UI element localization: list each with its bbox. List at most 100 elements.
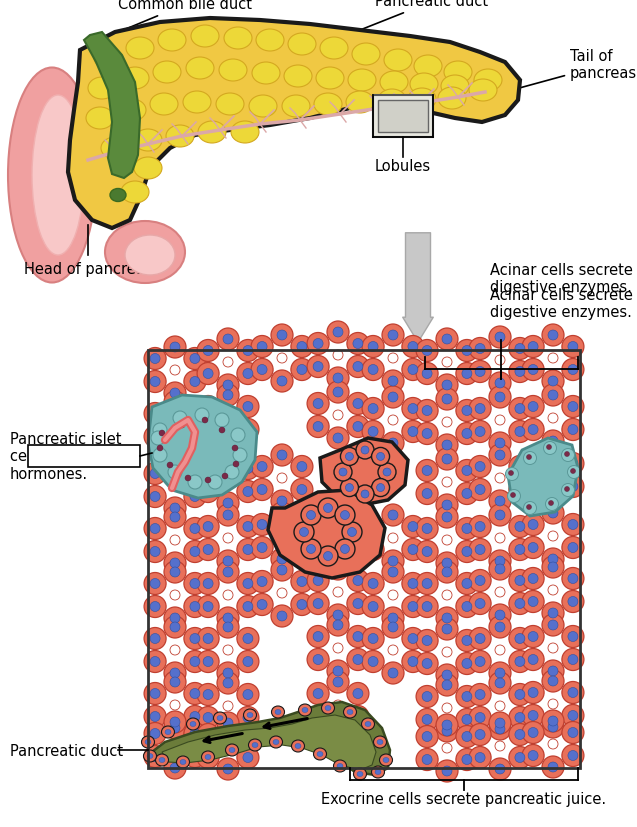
Ellipse shape — [475, 599, 485, 609]
Ellipse shape — [299, 704, 311, 716]
Ellipse shape — [542, 756, 564, 778]
Ellipse shape — [456, 595, 478, 618]
Ellipse shape — [562, 476, 584, 498]
Ellipse shape — [307, 332, 329, 355]
Ellipse shape — [197, 572, 219, 595]
Ellipse shape — [257, 461, 267, 471]
Ellipse shape — [190, 711, 200, 721]
Ellipse shape — [223, 668, 233, 678]
Ellipse shape — [489, 558, 511, 580]
Ellipse shape — [522, 514, 544, 536]
Ellipse shape — [353, 599, 363, 609]
Ellipse shape — [231, 121, 259, 143]
Ellipse shape — [528, 687, 538, 697]
Ellipse shape — [251, 336, 273, 357]
Ellipse shape — [495, 764, 505, 774]
Ellipse shape — [489, 444, 511, 466]
Ellipse shape — [469, 592, 491, 614]
Ellipse shape — [489, 662, 511, 684]
Ellipse shape — [469, 570, 491, 591]
Ellipse shape — [442, 613, 452, 623]
Ellipse shape — [223, 567, 233, 577]
Ellipse shape — [170, 668, 180, 678]
Ellipse shape — [134, 129, 162, 151]
Ellipse shape — [256, 29, 284, 51]
Ellipse shape — [203, 369, 213, 379]
Ellipse shape — [291, 456, 313, 477]
Ellipse shape — [190, 523, 200, 533]
Ellipse shape — [294, 522, 314, 542]
Ellipse shape — [191, 25, 219, 47]
Ellipse shape — [362, 336, 384, 357]
Ellipse shape — [333, 564, 343, 574]
Ellipse shape — [297, 519, 307, 529]
Ellipse shape — [515, 544, 525, 554]
Ellipse shape — [436, 388, 458, 410]
Ellipse shape — [542, 502, 564, 524]
Ellipse shape — [542, 614, 564, 636]
Ellipse shape — [356, 485, 374, 503]
Ellipse shape — [548, 436, 558, 446]
Ellipse shape — [313, 338, 323, 348]
Ellipse shape — [548, 531, 558, 541]
Ellipse shape — [217, 616, 239, 638]
Ellipse shape — [528, 632, 538, 642]
Ellipse shape — [223, 718, 233, 728]
Ellipse shape — [203, 522, 213, 532]
Ellipse shape — [548, 353, 558, 363]
Ellipse shape — [247, 713, 253, 718]
Ellipse shape — [436, 506, 458, 528]
Ellipse shape — [342, 522, 362, 542]
Ellipse shape — [158, 29, 186, 51]
Ellipse shape — [307, 415, 329, 437]
Ellipse shape — [197, 362, 219, 385]
Ellipse shape — [327, 501, 349, 523]
Ellipse shape — [376, 484, 385, 491]
Ellipse shape — [201, 751, 215, 763]
Ellipse shape — [277, 376, 287, 386]
Ellipse shape — [184, 403, 206, 424]
Ellipse shape — [145, 739, 151, 744]
Ellipse shape — [257, 576, 267, 586]
Ellipse shape — [528, 654, 538, 665]
Ellipse shape — [217, 662, 239, 684]
Ellipse shape — [416, 423, 438, 444]
Ellipse shape — [515, 576, 525, 586]
Ellipse shape — [203, 657, 213, 667]
Ellipse shape — [416, 629, 438, 652]
Ellipse shape — [257, 600, 267, 609]
Ellipse shape — [568, 728, 578, 738]
Ellipse shape — [528, 596, 538, 606]
Ellipse shape — [184, 541, 206, 562]
Ellipse shape — [347, 356, 369, 377]
Ellipse shape — [327, 717, 349, 739]
Ellipse shape — [442, 766, 452, 776]
Ellipse shape — [495, 355, 505, 365]
Ellipse shape — [313, 519, 323, 528]
Ellipse shape — [376, 452, 385, 461]
Ellipse shape — [495, 701, 505, 711]
Ellipse shape — [184, 347, 206, 370]
Ellipse shape — [164, 506, 186, 528]
Ellipse shape — [347, 570, 369, 591]
Ellipse shape — [515, 657, 525, 667]
Ellipse shape — [217, 718, 239, 740]
Ellipse shape — [223, 390, 233, 400]
Ellipse shape — [436, 664, 458, 686]
Ellipse shape — [313, 689, 323, 699]
Ellipse shape — [327, 671, 349, 693]
Ellipse shape — [185, 475, 191, 481]
Ellipse shape — [508, 471, 513, 476]
Ellipse shape — [475, 366, 485, 376]
Ellipse shape — [548, 608, 558, 618]
Text: Acinar cells secrete
digestive enzymes.: Acinar cells secrete digestive enzymes. — [490, 288, 633, 320]
Ellipse shape — [223, 498, 233, 508]
Ellipse shape — [489, 432, 511, 454]
Ellipse shape — [436, 328, 458, 350]
Ellipse shape — [382, 504, 404, 526]
Ellipse shape — [203, 579, 213, 589]
Ellipse shape — [243, 424, 253, 434]
Ellipse shape — [388, 510, 398, 520]
Ellipse shape — [248, 739, 262, 751]
Ellipse shape — [197, 628, 219, 649]
